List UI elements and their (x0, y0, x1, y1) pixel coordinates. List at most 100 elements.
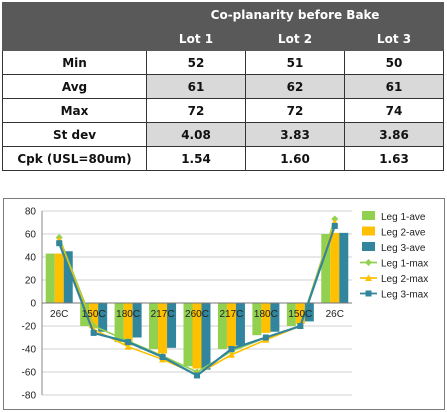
bar (123, 303, 133, 346)
table-cell: 3.86 (344, 122, 444, 147)
row-label: St dev (2, 122, 147, 147)
table-cell: 61 (344, 74, 444, 99)
bar (89, 303, 99, 329)
bar (321, 234, 331, 303)
x-tick-label: 217C (151, 309, 175, 320)
x-tick-label: 26C (50, 309, 68, 320)
y-tick-label: -40 (22, 345, 37, 356)
x-tick-label: 26C (326, 309, 344, 320)
coplanarity-table: Co-planarity before Bake Lot 1 Lot 2 Lot… (2, 2, 444, 171)
column-header: Lot 3 (344, 26, 444, 51)
bar (167, 303, 177, 348)
row-label: Max (2, 98, 147, 123)
point-marker (56, 240, 63, 247)
table-cell: 1.63 (344, 146, 444, 171)
bar (286, 303, 296, 326)
legend-label: Leg 2-max (381, 274, 428, 285)
point-marker (297, 323, 304, 329)
bar (54, 253, 64, 303)
y-tick-label: 20 (25, 276, 37, 287)
table-row: Avg 61 62 61 (2, 74, 444, 99)
row-label: Avg (2, 74, 147, 99)
bar (132, 303, 142, 338)
point-marker (262, 334, 269, 341)
table-cell: 72 (245, 98, 345, 123)
table-cell: 50 (344, 50, 444, 75)
point-marker (194, 372, 200, 379)
table-title-row: Co-planarity before Bake (2, 2, 444, 51)
x-tick-label: 260C (185, 309, 209, 320)
table-cell: 72 (146, 98, 246, 123)
bar (252, 303, 262, 336)
table-cell: 3.83 (245, 122, 345, 147)
bar (261, 303, 271, 333)
point-marker (228, 346, 235, 352)
table-cell: 1.60 (245, 146, 345, 171)
legend-label: Leg 3-max (381, 290, 428, 301)
point-marker (125, 339, 132, 346)
point-marker (227, 351, 235, 358)
table-cell: 51 (245, 50, 345, 75)
table-header-row: Lot 1 Lot 2 Lot 3 (3, 26, 444, 51)
bar (158, 303, 168, 354)
bar (217, 303, 227, 349)
legend-swatch (362, 242, 375, 251)
bar (63, 251, 73, 303)
table-title: Co-planarity before Bake (146, 2, 444, 27)
column-header: Lot 2 (245, 26, 345, 51)
table-corner (2, 2, 147, 51)
y-tick-label: -20 (22, 322, 37, 333)
bar (330, 232, 340, 303)
legend-label: Leg 3-ave (381, 243, 426, 254)
x-tick-label: 180C (116, 309, 140, 320)
y-tick-label: 80 (25, 207, 37, 218)
bar (201, 303, 211, 370)
chart-frame: 80 60 40 20 0 -20 -40 -60 -80 26C 150C 180C 217C 260C… (3, 198, 445, 410)
bar (149, 303, 159, 349)
legend-marker (365, 259, 372, 266)
bar (80, 303, 90, 326)
table-row: Min 52 51 50 (2, 50, 444, 75)
bar (339, 232, 349, 303)
legend-swatch (362, 211, 375, 220)
legend-label: Leg 1-max (381, 259, 428, 270)
x-tick-label: 150C (288, 309, 312, 320)
table-cell: 52 (146, 50, 246, 75)
y-tick-label: -80 (22, 391, 37, 402)
row-label: Min (2, 50, 147, 75)
row-label: Cpk (USL=80um) (2, 146, 147, 171)
table-cell: 1.54 (146, 146, 246, 171)
legend-swatch (362, 226, 375, 236)
table-row: Max 72 72 74 (2, 98, 444, 123)
bar (45, 253, 55, 303)
y-tick-label: 60 (25, 230, 37, 241)
bar (183, 303, 193, 367)
legend-label: Leg 2-ave (381, 228, 426, 239)
legend-marker (365, 274, 372, 281)
column-header: Lot 1 (146, 26, 246, 51)
table-cell: 61 (146, 74, 246, 99)
combo-chart: 80 60 40 20 0 -20 -40 -60 -80 26C 150C 180C 217C 260C… (22, 207, 429, 402)
table-row: Cpk (USL=80um) 1.54 1.60 1.63 (2, 146, 444, 171)
bar (235, 303, 245, 346)
point-marker (90, 329, 97, 336)
x-tick-label: 217C (219, 309, 243, 320)
bar (192, 303, 202, 369)
y-tick-label: 0 (30, 299, 36, 310)
table-cell: 62 (245, 74, 345, 99)
y-tick-label: 40 (25, 253, 37, 264)
point-marker (159, 354, 166, 361)
bar (304, 303, 314, 322)
x-tick-label: 150C (82, 309, 106, 320)
bar (98, 303, 108, 332)
legend-label: Leg 1-ave (381, 212, 426, 223)
bar (295, 303, 305, 324)
point-marker (331, 222, 338, 229)
table-row: St dev 4.08 3.83 3.86 (2, 122, 444, 147)
bar (270, 303, 280, 332)
table-cell: 4.08 (146, 122, 246, 147)
bar (114, 303, 124, 343)
x-tick-label: 180C (254, 309, 278, 320)
bar (226, 303, 236, 348)
y-tick-label: -60 (22, 368, 37, 379)
